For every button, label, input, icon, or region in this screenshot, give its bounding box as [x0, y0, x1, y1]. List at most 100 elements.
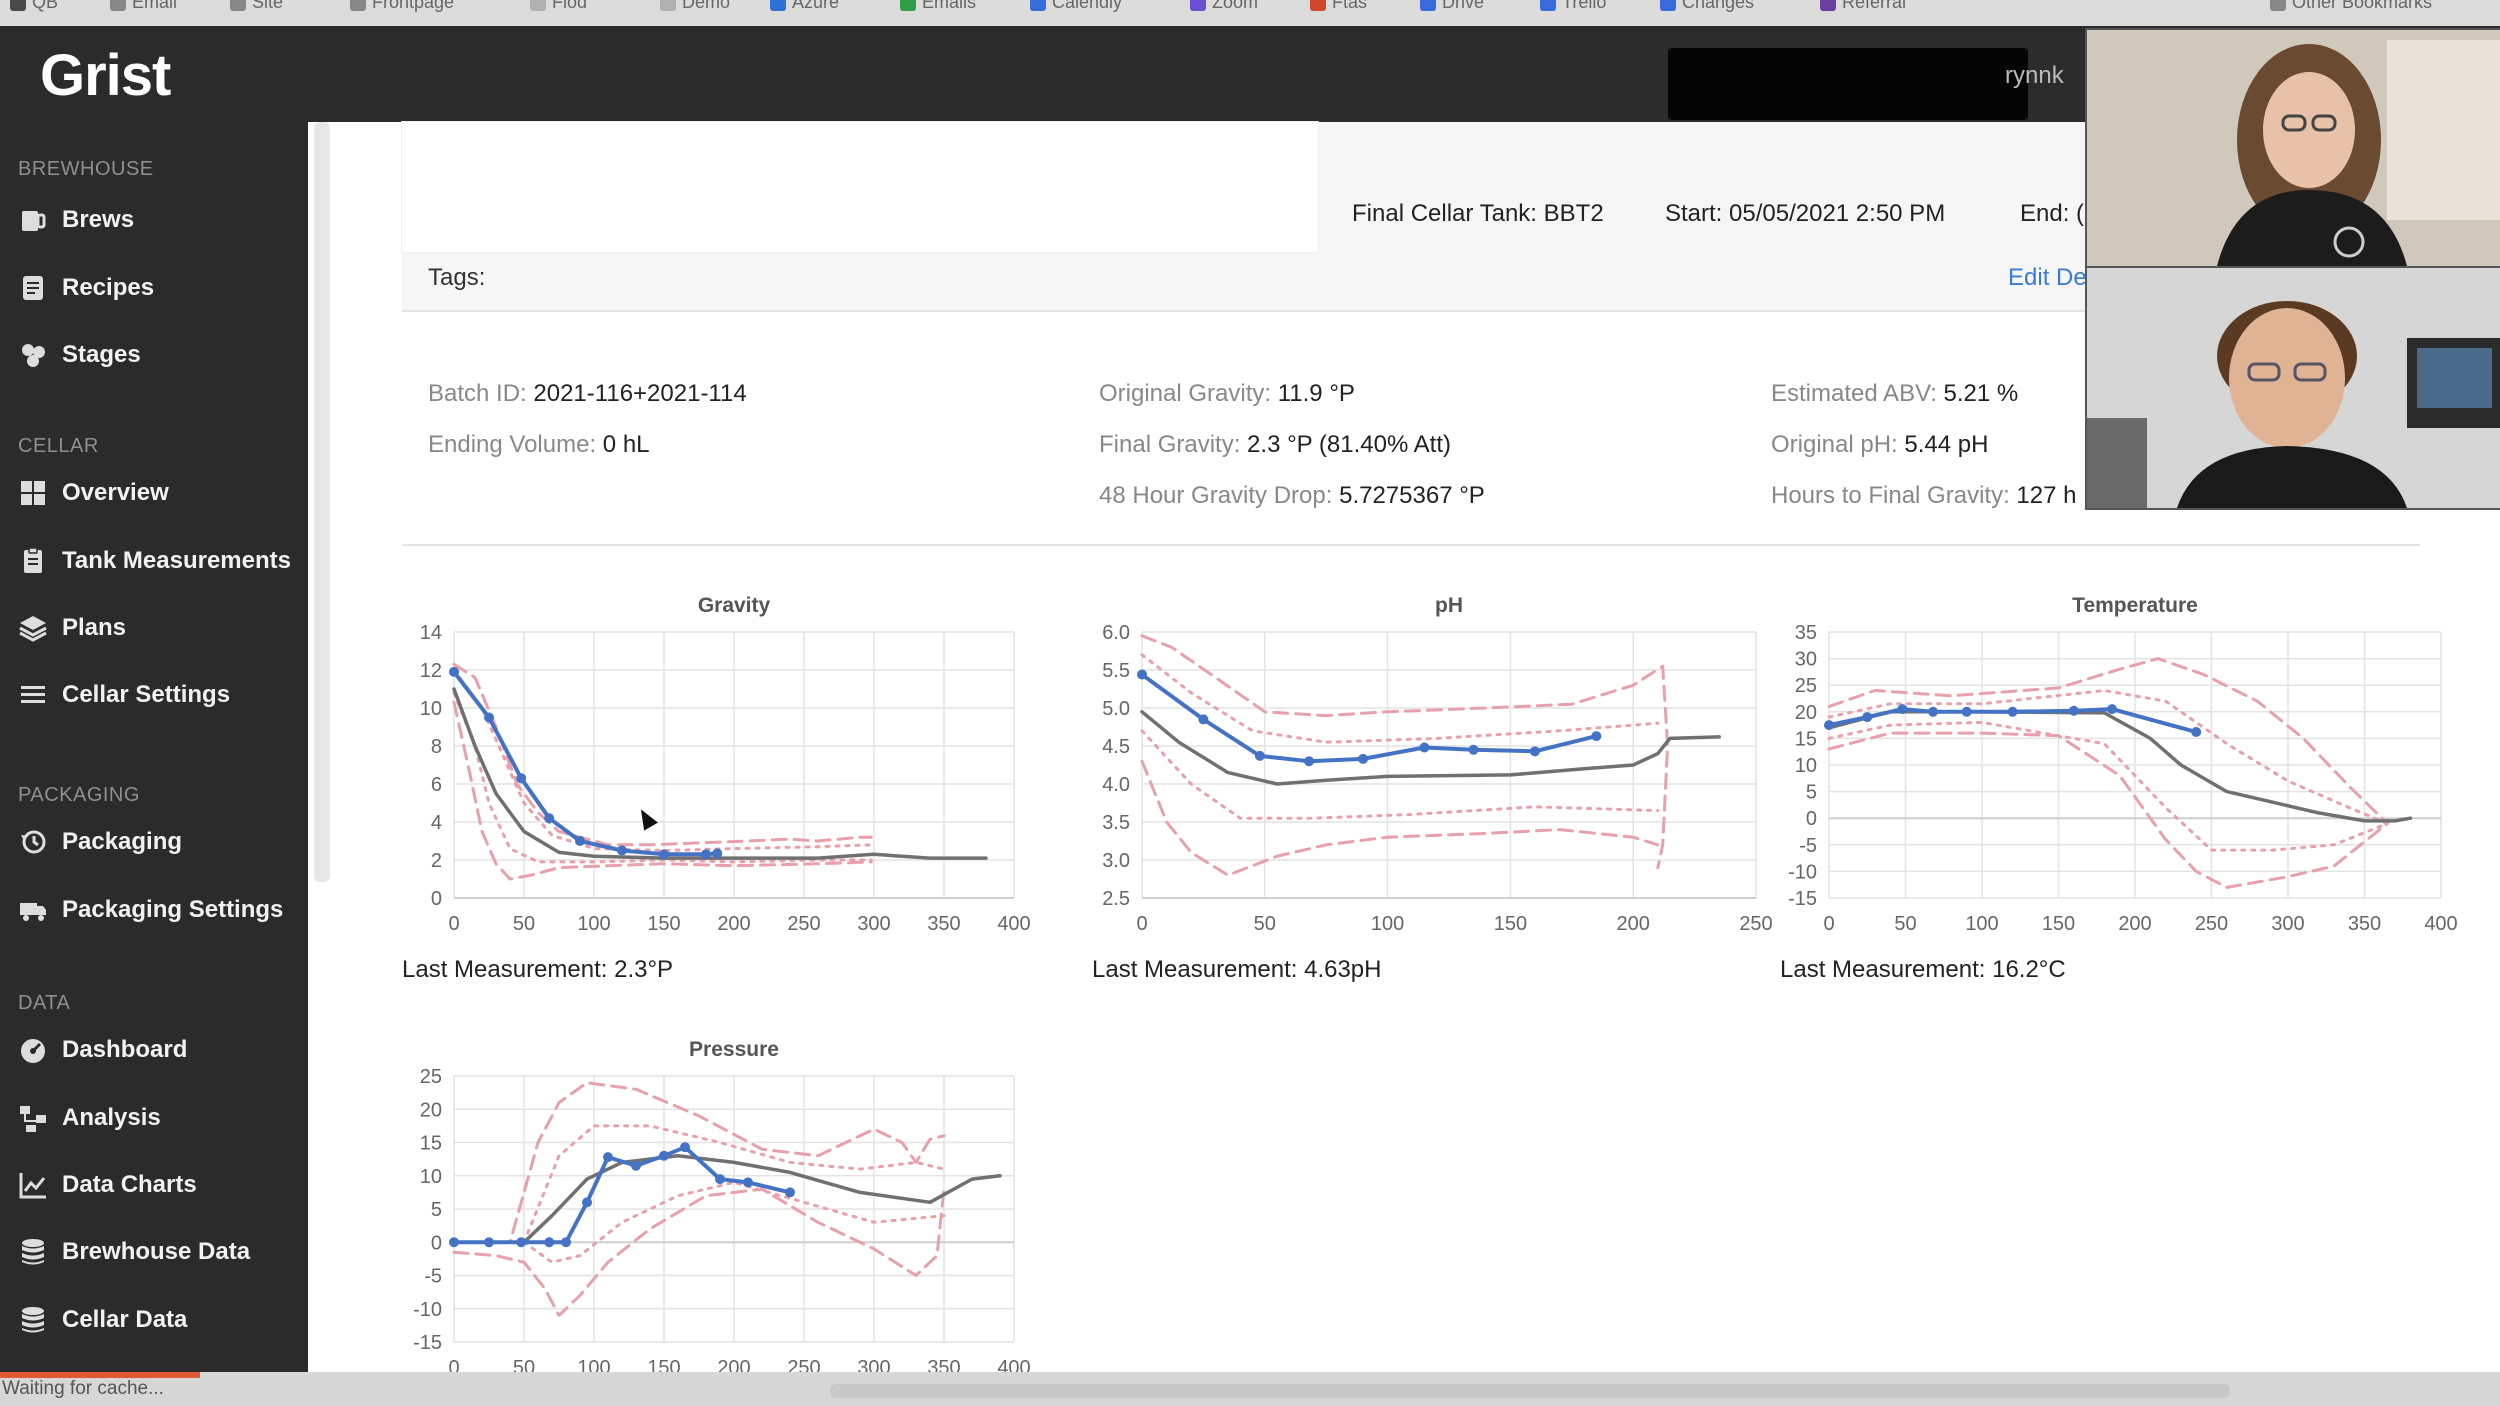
sidebar-item-brews[interactable]: Brews [18, 200, 134, 240]
sidebar-item-cellar-data[interactable]: Cellar Data [18, 1300, 187, 1340]
data-point[interactable] [631, 1160, 641, 1171]
data-point[interactable] [659, 849, 669, 860]
data-point[interactable] [2068, 705, 2079, 716]
series-line-lower-inner [1827, 720, 2389, 852]
chart-ph[interactable]: pH 0 50 100 150 200 250 2.5 3.0 3.5 4.0 4.5 5.0 5.5 6.… [1090, 592, 1786, 943]
data-point[interactable] [603, 1152, 613, 1163]
app-header: Grist rynnk [0, 26, 2500, 122]
data-point[interactable] [2191, 727, 2202, 738]
bookmark-item[interactable]: Trello [1540, 0, 1606, 13]
data-point[interactable] [582, 1197, 592, 1208]
grist-logo[interactable]: Grist [40, 43, 171, 108]
stat-label: 48 Hour Gravity Drop: [1099, 482, 1333, 509]
data-point[interactable] [1529, 746, 1540, 757]
data-point[interactable] [617, 845, 627, 856]
data-point[interactable] [1961, 706, 1972, 717]
bookmark-item[interactable]: Ftas [1310, 0, 1367, 13]
bookmark-item[interactable]: Azure [770, 0, 839, 13]
data-point[interactable] [516, 773, 527, 784]
sidebar-item-analysis[interactable]: Analysis [18, 1098, 161, 1138]
user-name[interactable]: rynnk [2005, 62, 2064, 89]
edit-details-link[interactable]: Edit De [2008, 264, 2087, 291]
chart-title: pH [1435, 594, 1463, 617]
data-point[interactable] [659, 1150, 669, 1161]
data-point[interactable] [715, 1174, 725, 1185]
bookmark-icon [1820, 0, 1836, 12]
data-point[interactable] [1897, 704, 1908, 715]
data-point[interactable] [484, 1237, 494, 1248]
sidebar-item-data-charts[interactable]: Data Charts [18, 1165, 197, 1205]
bookmark-item[interactable]: Email [110, 0, 177, 13]
database-icon [22, 1239, 44, 1265]
data-point[interactable] [1591, 731, 1602, 742]
bookmark-item[interactable]: Demo [660, 0, 730, 13]
sidebar-item-plans[interactable]: Plans [18, 608, 126, 648]
data-point[interactable] [1358, 753, 1369, 764]
y-tick-label: 3.5 [1102, 812, 1130, 834]
data-point[interactable] [449, 1237, 459, 1248]
data-point[interactable] [2007, 706, 2018, 717]
bookmark-label: Ftas [1332, 0, 1368, 12]
data-point[interactable] [1137, 669, 1147, 680]
sidebar-item-tank-measurements[interactable]: Tank Measurements [18, 541, 291, 581]
bookmark-item[interactable]: Emails [900, 0, 976, 13]
y-tick-label: 12 [420, 660, 442, 682]
series-line-upper [452, 662, 873, 847]
data-point[interactable] [575, 836, 585, 846]
y-tick-label: 3.0 [1102, 850, 1130, 872]
data-point[interactable] [680, 1142, 690, 1153]
bookmark-item[interactable]: Other Bookmarks [2270, 0, 2432, 13]
sidebar-scrollbar[interactable] [314, 122, 330, 882]
bookmark-item[interactable]: Flod [530, 0, 587, 13]
data-point[interactable] [449, 666, 459, 677]
bookmark-item[interactable]: Drive [1420, 0, 1484, 13]
chart-temperature[interactable]: Temperature 0 50 100 150 200 250 300 350 400 -15 -1… [1777, 592, 2471, 943]
data-point[interactable] [712, 848, 723, 859]
data-point[interactable] [544, 813, 555, 824]
data-point[interactable] [1468, 744, 1479, 755]
data-point[interactable] [2107, 704, 2118, 715]
video-participant-1[interactable] [2085, 28, 2500, 268]
bookmark-item[interactable]: QB [10, 0, 58, 13]
bookmark-item[interactable]: Site [230, 0, 283, 13]
sidebar-item-recipes[interactable]: Recipes [18, 268, 154, 308]
sidebar-section-brewhouse: BREWHOUSE [18, 158, 154, 180]
sidebar-item-cellar-settings[interactable]: Cellar Settings [18, 675, 230, 715]
bookmark-item[interactable]: Changes [1660, 0, 1754, 13]
data-point[interactable] [1198, 714, 1209, 725]
last-measurement-ph: Last Measurement: 4.63pH [1092, 956, 1382, 983]
sidebar-item-dashboard[interactable]: Dashboard [18, 1030, 187, 1070]
chart-gravity[interactable]: Gravity 0 50 100 150 200 250 300 350 400 0 2 4 6 8 10 12… [402, 592, 1044, 943]
horizontal-scrollbar[interactable] [830, 1384, 2230, 1398]
series-line-measured [452, 1145, 792, 1245]
history-icon [21, 830, 46, 854]
sidebar-item-overview[interactable]: Overview [18, 473, 169, 513]
bookmark-item[interactable]: Referral [1820, 0, 1906, 13]
data-point[interactable] [516, 1237, 527, 1248]
sidebar-item-stages[interactable]: Stages [18, 335, 141, 375]
sidebar-item-packaging-settings[interactable]: Packaging Settings [18, 890, 283, 930]
chart-pressure[interactable]: Pressure 0 50 100 150 200 250 300 350 400 -15 -10 -5… [402, 1036, 1044, 1387]
data-point[interactable] [701, 849, 711, 860]
sidebar-item-packaging[interactable]: Packaging [18, 822, 182, 862]
bookmark-item[interactable]: Zoom [1190, 0, 1258, 13]
data-point[interactable] [1862, 712, 1873, 723]
series-line-upper [1140, 634, 1670, 870]
data-point[interactable] [1928, 706, 1939, 717]
video-participant-2[interactable] [2085, 266, 2500, 510]
sidebar-item-brewhouse-data[interactable]: Brewhouse Data [18, 1232, 250, 1272]
data-point[interactable] [785, 1187, 795, 1198]
data-point[interactable] [484, 712, 494, 723]
data-point[interactable] [1304, 756, 1315, 767]
data-point[interactable] [1824, 720, 1834, 731]
data-point[interactable] [743, 1177, 753, 1188]
data-point[interactable] [1419, 742, 1430, 753]
y-tick-label: 4 [431, 812, 442, 834]
series-line-upper-inner [452, 668, 873, 852]
bookmark-label: Email [132, 0, 178, 12]
data-point[interactable] [1254, 750, 1265, 761]
bookmark-item[interactable]: Frontpage [350, 0, 454, 13]
bookmark-item[interactable]: Calendly [1030, 0, 1122, 13]
data-point[interactable] [544, 1237, 555, 1248]
data-point[interactable] [561, 1237, 571, 1248]
